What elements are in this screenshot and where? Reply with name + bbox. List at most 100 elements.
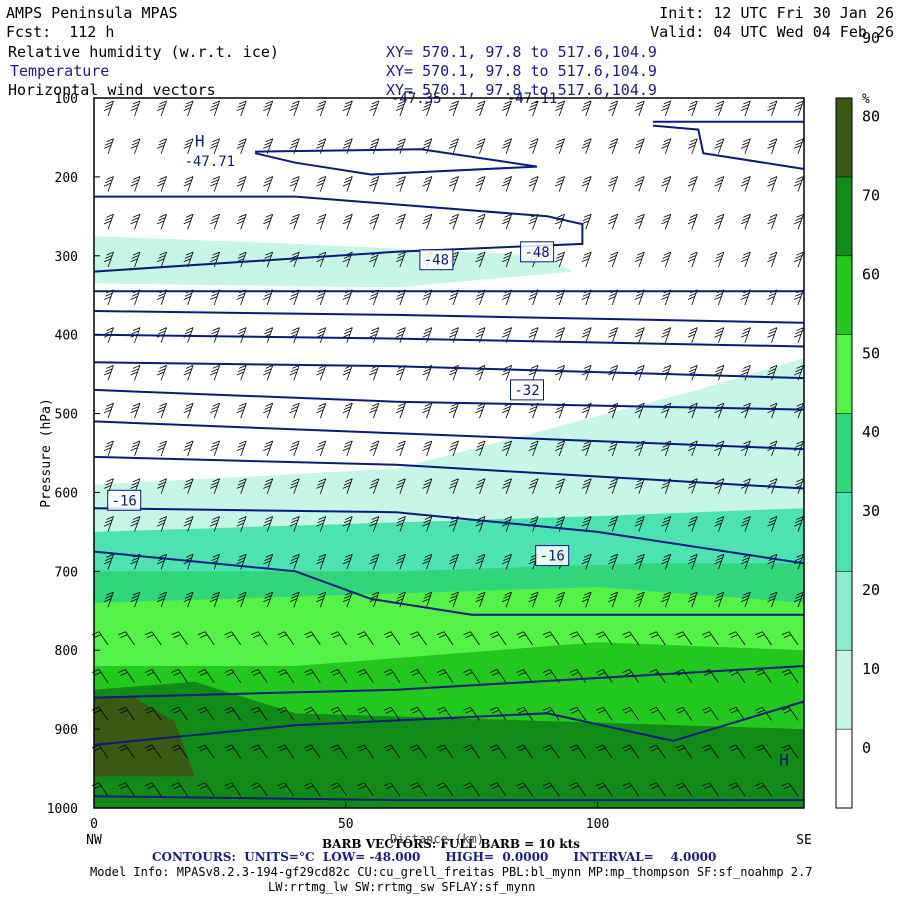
- wind-barb-staff: [682, 631, 693, 646]
- wind-barb-feather: [556, 292, 564, 297]
- wind-barb-feather: [251, 631, 259, 636]
- wind-barb-feather: [662, 557, 670, 561]
- wind-barb-feather: [608, 296, 616, 300]
- wind-barb-feather: [237, 330, 246, 335]
- wind-barb-feather: [661, 598, 669, 603]
- wind-barb: [793, 591, 804, 608]
- wind-barb-staff: [257, 669, 268, 683]
- colorbar-label: 50: [862, 344, 880, 362]
- wind-barb-feather: [343, 330, 352, 335]
- wind-barb: [542, 782, 560, 797]
- wind-barb-feather: [317, 481, 325, 486]
- wind-barb: [316, 402, 327, 419]
- model-info: Model Info: MPASv8.2.3-194-gf29cd82c CU:…: [90, 865, 813, 879]
- wind-barb: [156, 516, 167, 532]
- wind-barb-feather: [422, 560, 430, 565]
- wind-barb-feather: [212, 478, 220, 483]
- wind-barb-feather: [714, 447, 722, 451]
- wind-barb: [489, 631, 507, 646]
- wind-barb-feather: [237, 557, 246, 561]
- wind-barb-feather: [518, 634, 526, 638]
- wind-barb-feather: [476, 179, 484, 184]
- wind-barb-feather: [397, 481, 405, 486]
- wind-barb-staff: [399, 289, 406, 306]
- wind-barb-staff: [788, 782, 799, 797]
- wind-barb: [649, 782, 666, 797]
- wind-barb-feather: [370, 179, 378, 184]
- wind-barb-feather: [185, 553, 194, 558]
- wind-barb-feather: [395, 598, 404, 603]
- wind-barb: [103, 251, 114, 268]
- wind-barb-feather: [224, 669, 232, 673]
- wind-barb-feather: [343, 141, 352, 146]
- wind-barb-feather: [795, 443, 803, 448]
- wind-barb-feather: [716, 516, 725, 520]
- wind-barb-staff: [319, 554, 327, 570]
- wind-barb-feather: [156, 598, 165, 603]
- wind-barb-staff: [638, 214, 645, 230]
- wind-barb-feather: [516, 782, 524, 787]
- wind-barb-staff: [399, 138, 406, 154]
- wind-barb-feather: [210, 107, 218, 111]
- wind-barb-feather: [491, 785, 500, 790]
- wind-barb-feather: [422, 371, 430, 376]
- wind-barb-feather: [475, 107, 483, 111]
- wind-barb: [171, 706, 188, 721]
- wind-barb-feather: [518, 785, 526, 790]
- wind-barb-staff: [496, 744, 507, 759]
- wind-barb-feather: [383, 631, 392, 636]
- wind-barb-feather: [239, 591, 247, 596]
- wind-barb-staff: [788, 631, 799, 646]
- wind-barb-feather: [530, 440, 539, 445]
- wind-barb-feather: [581, 560, 589, 565]
- wind-barb-feather: [528, 371, 536, 376]
- wind-barb-feather: [637, 327, 645, 331]
- wind-barb-feather: [687, 409, 696, 414]
- wind-barb: [422, 591, 433, 608]
- wind-barb-feather: [477, 213, 486, 218]
- wind-barb-feather: [584, 553, 592, 558]
- wind-barb-feather: [105, 141, 113, 146]
- wind-barb-feather: [224, 706, 232, 711]
- wind-barb: [330, 669, 348, 683]
- wind-barb: [410, 782, 427, 797]
- wind-barb-feather: [634, 522, 642, 527]
- wind-barb-staff: [231, 744, 242, 759]
- wind-barb-feather: [675, 669, 683, 673]
- wind-barb-staff: [240, 214, 247, 230]
- wind-barb-feather: [159, 591, 167, 596]
- wind-barb-feather: [132, 327, 141, 331]
- wind-barb-feather: [290, 179, 299, 184]
- wind-barb-staff: [585, 365, 592, 381]
- wind-barb-feather: [637, 176, 645, 180]
- wind-barb-feather: [688, 368, 697, 373]
- wind-barb-staff: [134, 289, 141, 306]
- wind-barb-feather: [769, 327, 778, 331]
- wind-barb-feather: [662, 292, 670, 297]
- wind-barb-staff: [638, 591, 645, 608]
- wind-barb-feather: [292, 591, 300, 596]
- wind-barb-feather: [704, 709, 712, 714]
- wind-barb-feather: [383, 782, 392, 787]
- wind-barb-feather: [318, 138, 326, 143]
- wind-barb-feather: [677, 747, 685, 752]
- wind-barb-feather: [661, 485, 669, 489]
- wind-barb-feather: [317, 103, 325, 108]
- wind-barb-feather: [395, 409, 404, 414]
- wind-barb-feather: [397, 519, 405, 524]
- wind-barb-feather: [584, 251, 592, 256]
- wind-barb-staff: [664, 176, 672, 192]
- wind-barb-feather: [793, 333, 802, 338]
- wind-barb-feather: [687, 296, 696, 300]
- wind-barb-feather: [622, 782, 630, 787]
- wind-barb: [581, 100, 592, 117]
- wind-barb-feather: [528, 409, 536, 414]
- wind-barb-feather: [277, 782, 285, 787]
- wind-barb-staff: [160, 403, 167, 419]
- wind-barb-staff: [505, 176, 512, 192]
- wind-barb: [395, 478, 406, 494]
- wind-barb-feather: [159, 213, 167, 218]
- wind-barb-staff: [134, 516, 141, 532]
- wind-barb-feather: [385, 747, 394, 752]
- wind-barb: [118, 744, 135, 759]
